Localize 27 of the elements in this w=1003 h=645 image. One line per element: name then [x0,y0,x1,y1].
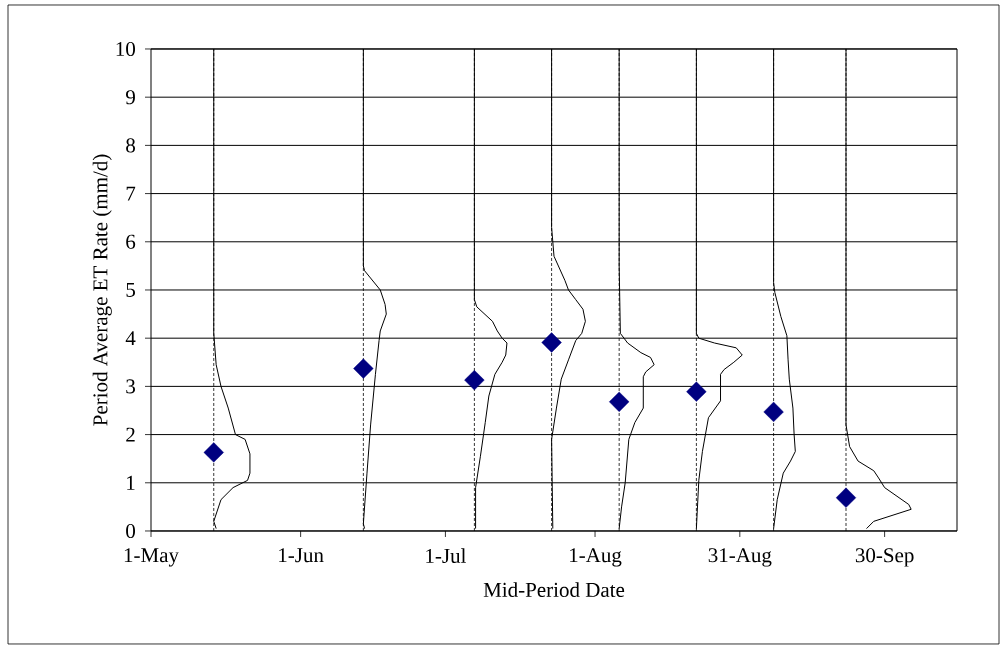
y-tick-label: 8 [126,138,136,153]
y-tick-label: 1 [127,475,135,490]
point [353,358,374,379]
x-tick-label: 30-Sep [855,548,914,567]
point [464,370,485,391]
y-tick-label: 6 [126,234,136,249]
y-tick-label: 5 [126,283,135,297]
point [686,381,707,402]
x-tick-label: 31-Aug [708,548,772,567]
x-axis-title: Mid-Period Date [483,582,625,597]
y-tick-label: 0 [126,523,136,539]
point [835,487,857,508]
point [763,401,784,423]
x-tick-label: 1-Aug [570,548,622,567]
y-tick-label: 4 [125,331,136,346]
x-tick-label: 1-May [124,548,179,567]
point [203,442,224,463]
y-tick-label: 10 [116,41,136,57]
point [541,332,562,353]
y-axis-title: Period Average ET Rate (mm/d) [92,154,112,426]
x-tick-label: 1-Jul [426,548,466,563]
x-tick-label: 1-Jun [279,548,324,563]
point [609,391,630,412]
y-tick-label: 9 [125,90,135,105]
y-tick-label: 2 [126,427,135,442]
y-tick-label: 3 [126,379,135,394]
y-tick-label: 7 [126,186,136,201]
